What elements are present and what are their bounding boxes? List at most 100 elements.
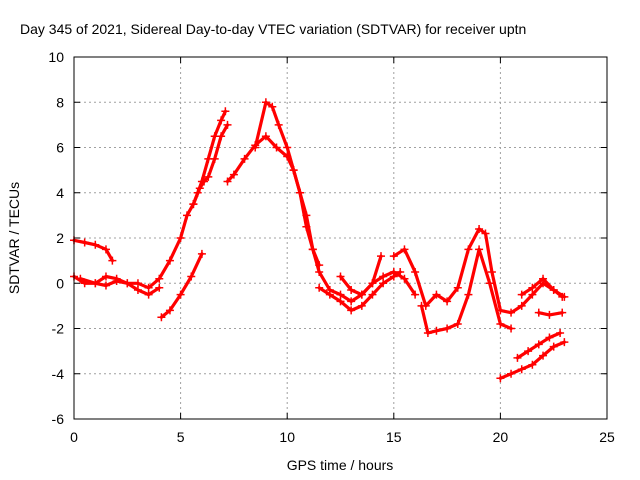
data-point-marker xyxy=(217,132,226,141)
data-point-marker xyxy=(368,279,377,288)
data-point-marker xyxy=(560,338,569,347)
series-track-10 xyxy=(392,227,564,315)
data-point-marker xyxy=(176,234,185,242)
data-point-marker xyxy=(144,283,153,292)
data-point-marker xyxy=(133,286,142,295)
data-point-marker xyxy=(539,274,548,283)
data-point-marker xyxy=(165,256,174,265)
data-point-marker xyxy=(176,290,185,299)
data-point-marker xyxy=(549,342,558,351)
data-point-marker xyxy=(432,290,441,299)
data-point-marker xyxy=(481,229,490,238)
axis-ticks: 0 5 10 15 20 25 -6 -4 -2 0 2 4 6 8 10 xyxy=(48,49,615,445)
data-point-marker xyxy=(76,274,85,283)
y-tick-label: 4 xyxy=(56,185,64,201)
data-point-marker xyxy=(507,369,516,378)
data-point-marker xyxy=(133,279,142,288)
data-point-marker xyxy=(80,238,89,247)
data-point-marker xyxy=(411,267,420,276)
data-point-marker xyxy=(187,272,196,281)
data-point-marker xyxy=(357,301,366,310)
data-point-marker xyxy=(443,297,452,306)
data-point-marker xyxy=(485,279,494,288)
data-point-marker xyxy=(200,177,209,186)
y-tick-label: -4 xyxy=(52,366,65,382)
y-axis-label: SDTVAR / TECUs xyxy=(6,182,22,294)
data-point-marker xyxy=(496,319,505,328)
y-tick-label: 0 xyxy=(56,275,64,291)
data-point-marker xyxy=(400,274,409,283)
data-point-marker xyxy=(347,297,356,306)
data-point-marker xyxy=(336,272,345,281)
data-point-marker xyxy=(221,107,230,116)
data-point-marker xyxy=(377,252,386,261)
data-series xyxy=(70,98,569,383)
data-point-marker xyxy=(464,245,473,254)
series-track-11 xyxy=(419,247,513,335)
data-point-marker xyxy=(155,274,164,283)
data-point-marker xyxy=(112,276,121,285)
data-point-marker xyxy=(91,240,100,249)
x-tick-label: 20 xyxy=(493,429,509,445)
data-point-marker xyxy=(487,267,496,276)
data-point-marker xyxy=(453,319,462,328)
data-point-marker xyxy=(475,245,484,254)
data-point-marker xyxy=(417,301,426,310)
data-point-marker xyxy=(534,308,543,317)
data-point-marker xyxy=(302,222,311,231)
y-tick-label: -6 xyxy=(52,411,65,427)
data-point-marker xyxy=(528,290,537,299)
data-point-marker xyxy=(325,290,334,299)
y-tick-label: 10 xyxy=(48,49,64,65)
data-point-marker xyxy=(272,143,281,152)
data-point-marker xyxy=(315,267,324,276)
x-tick-label: 25 xyxy=(599,429,615,445)
data-point-marker xyxy=(289,166,298,175)
data-point-marker xyxy=(475,224,484,233)
y-tick-label: 2 xyxy=(56,230,64,246)
data-point-marker xyxy=(165,306,174,315)
data-point-marker xyxy=(195,184,204,193)
data-point-marker xyxy=(379,279,388,288)
data-point-marker xyxy=(524,347,533,356)
data-point-marker xyxy=(144,290,153,299)
data-point-marker xyxy=(539,351,548,360)
data-point-marker xyxy=(517,290,526,299)
data-point-marker xyxy=(389,272,398,281)
data-point-marker xyxy=(347,286,356,295)
data-point-marker xyxy=(560,292,569,301)
data-point-marker xyxy=(261,132,270,141)
data-point-marker xyxy=(432,326,441,335)
data-point-marker xyxy=(101,245,110,254)
data-point-marker xyxy=(517,301,526,310)
data-point-marker xyxy=(308,245,317,254)
data-point-marker xyxy=(396,267,405,276)
data-point-marker xyxy=(101,272,110,281)
data-point-marker xyxy=(347,306,356,315)
data-point-marker xyxy=(189,200,198,209)
data-point-marker xyxy=(453,283,462,292)
data-point-marker xyxy=(197,249,206,258)
data-point-marker xyxy=(549,286,558,295)
data-point-marker xyxy=(108,256,117,265)
data-point-marker xyxy=(528,283,537,292)
data-point-marker xyxy=(513,353,522,362)
data-point-marker xyxy=(240,154,249,163)
data-point-marker xyxy=(223,120,232,129)
data-point-marker xyxy=(507,324,516,333)
data-point-marker xyxy=(411,290,420,299)
data-point-marker xyxy=(274,120,283,129)
data-point-marker xyxy=(268,102,277,111)
y-tick-label: 8 xyxy=(56,94,64,110)
data-point-marker xyxy=(283,143,292,152)
data-point-marker xyxy=(91,279,100,288)
data-point-marker xyxy=(217,116,226,125)
data-point-marker xyxy=(389,252,398,261)
x-tick-label: 0 xyxy=(70,429,78,445)
data-point-marker xyxy=(315,283,324,292)
data-point-marker xyxy=(182,211,191,220)
x-axis-label: GPS time / hours xyxy=(287,457,394,473)
data-point-marker xyxy=(517,365,526,374)
series-track-7 xyxy=(253,100,321,267)
